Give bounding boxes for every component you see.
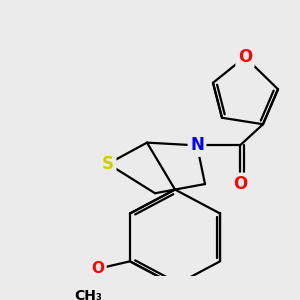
Text: O: O <box>233 175 247 193</box>
Text: O: O <box>92 261 104 276</box>
Text: O: O <box>238 48 252 66</box>
Text: S: S <box>102 155 114 173</box>
Text: CH₃: CH₃ <box>74 289 102 300</box>
Text: N: N <box>190 136 204 154</box>
